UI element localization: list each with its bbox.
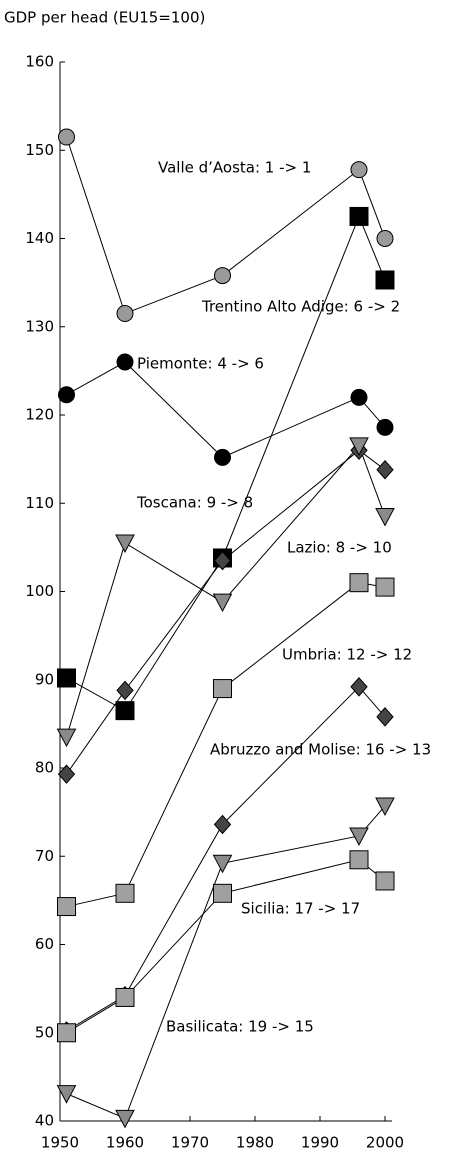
x-tick-label: 1990 [301,1134,339,1152]
series-label: Sicilia: 17 -> 17 [241,900,360,918]
y-tick-label: 140 [25,229,54,247]
point [57,897,76,917]
point [212,854,233,874]
y-tick-label: 120 [25,406,54,424]
point [57,1023,76,1043]
point [375,871,395,891]
point [57,668,76,688]
series-label: Abruzzo and Molise: 16 -> 13 [210,741,431,759]
series-line [66,361,386,458]
point [349,206,369,226]
point [375,507,395,527]
y-tick-label: 70 [35,847,54,865]
series-label: Umbria: 12 -> 12 [282,646,412,664]
y-tick-label: 60 [35,935,54,953]
point [349,437,369,456]
series-label: Valle d’Aosta: 1 -> 1 [158,159,311,177]
point [349,827,369,847]
series-label: Piemonte: 4 -> 6 [137,355,264,373]
series-line [66,805,386,1120]
point [56,1085,77,1104]
y-tick-label: 90 [35,670,54,688]
point [58,386,75,404]
x-tick-label: 1960 [106,1134,144,1152]
y-tick-label: 150 [25,141,54,159]
y-tick-label: 130 [25,317,54,335]
series-label: Lazio: 8 -> 10 [287,539,392,557]
series-label: Toscana: 9 -> 8 [136,494,253,512]
point [350,388,368,406]
point [115,1109,135,1129]
x-tick-label: 1970 [171,1134,209,1152]
point [213,814,232,835]
y-tick-label: 40 [35,1112,54,1130]
point [116,305,134,323]
x-tick-label: 1980 [236,1134,274,1152]
point [375,797,395,817]
point [58,128,75,146]
point [350,161,368,179]
point [57,764,76,784]
point [214,267,231,285]
point [214,448,231,466]
point [116,353,134,371]
series-label: Trentino Alto Adige: 6 -> 2 [201,298,400,316]
series-label: Basilicata: 19 -> 15 [166,1018,314,1036]
y-tick-label: 160 [25,53,54,71]
point [115,883,135,903]
point [376,230,394,247]
point [375,270,395,290]
point [213,883,232,903]
point [115,987,135,1007]
chart-title: GDP per head (EU15=100) [4,9,205,27]
point [213,679,232,699]
point [212,593,233,613]
y-tick-label: 80 [35,759,54,777]
point [116,680,134,701]
point [376,459,394,480]
x-tick-label: 2000 [366,1134,404,1152]
point [213,550,232,571]
point [350,677,368,697]
x-tick-label: 1950 [41,1134,79,1152]
point [375,577,395,597]
point [376,418,394,436]
point [115,701,135,721]
y-tick-label: 110 [25,494,54,512]
point [349,573,369,593]
point [376,707,394,727]
point [56,728,77,748]
point [115,534,135,554]
y-tick-label: 50 [35,1023,54,1041]
point [349,850,369,870]
y-tick-label: 100 [25,582,54,600]
